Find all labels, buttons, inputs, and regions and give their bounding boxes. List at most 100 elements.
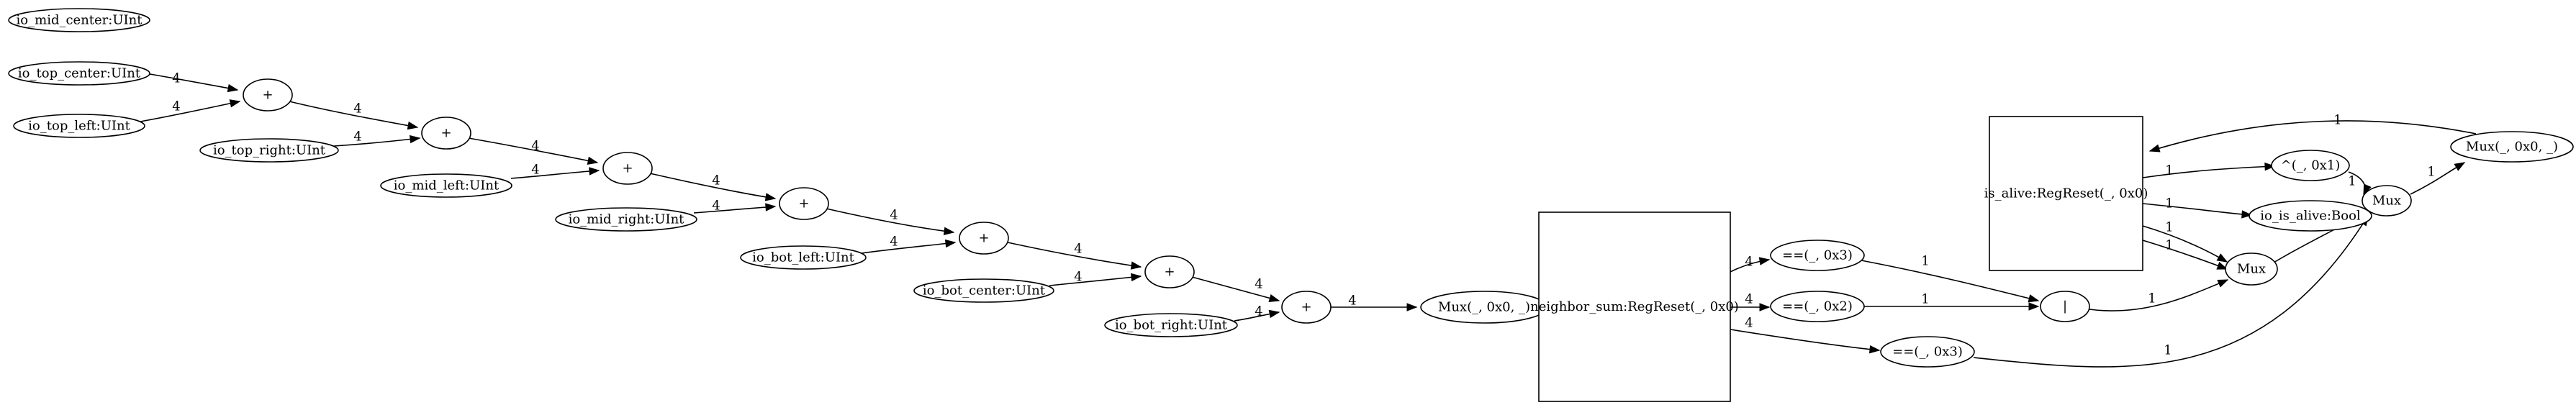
node-mux-a: Mux [2362, 185, 2412, 217]
node-add5: + [959, 222, 1009, 255]
edge-line [289, 101, 418, 128]
edge-line [468, 137, 598, 163]
node-label: io_top_center:UInt [18, 66, 141, 81]
arrowhead [2028, 302, 2040, 311]
node-add2: + [421, 117, 471, 150]
arrowhead [1268, 293, 1280, 302]
edge-label: 4 [712, 173, 720, 188]
node-io-top-right: io_top_right:UInt [199, 138, 339, 163]
arrowhead [587, 156, 599, 165]
edge-is-alive-to-io-is-alive: 1 [2142, 196, 2253, 219]
edge-line [693, 206, 776, 214]
arrowhead [943, 227, 955, 235]
edge-label: 4 [890, 235, 898, 250]
edge-line [826, 208, 954, 233]
node-label: io_mid_right:UInt [569, 212, 685, 227]
node-label: + [440, 126, 451, 141]
node-xor: ^(_, 0x1) [2271, 150, 2350, 181]
edge-label: 1 [2165, 220, 2173, 235]
node-shape [8, 61, 150, 86]
arrowhead [1406, 303, 1418, 311]
edge-add7-to-mux-sum: 4 [1331, 293, 1418, 311]
node-add3: + [602, 152, 653, 185]
node-neighbor-sum: neighbor_sum:RegReset(_, 0x0) [1530, 211, 1739, 402]
node-label: is_alive:RegReset(_, 0x0) [1984, 186, 2148, 201]
node-io-bot-right: io_bot_right:UInt [1104, 313, 1238, 337]
edge-eq2-to-or: 1 [1864, 292, 2040, 311]
edge-label: 4 [712, 199, 720, 214]
arrowhead [2216, 261, 2228, 270]
edge-line [333, 137, 420, 147]
node-label: + [622, 161, 633, 176]
node-shape [243, 78, 293, 112]
node-shape [2249, 200, 2372, 232]
edge-label: 1 [2164, 343, 2171, 358]
node-shape [2040, 291, 2090, 322]
node-shape [13, 114, 145, 138]
node-label: ==(_, 0x3) [1892, 345, 1963, 360]
arrowhead [2148, 144, 2161, 153]
edge-is-alive-to-mux-b: 1 [2142, 238, 2228, 270]
node-eq3-bot: ==(_, 0x3) [1880, 336, 1975, 368]
edge-label: 4 [172, 71, 180, 86]
edge-label: 4 [1745, 316, 1753, 331]
edge-label: 1 [2165, 163, 2173, 178]
node-shape [380, 173, 512, 198]
edge-add3-to-add4: 4 [649, 173, 777, 201]
edge-line [2149, 120, 2477, 152]
node-shape [2450, 131, 2574, 163]
edge-line [861, 242, 956, 254]
edge-label: 4 [353, 129, 361, 145]
edge-io-top-center-to-add1: 4 [149, 71, 239, 93]
node-label: ==(_, 0x2) [1782, 299, 1853, 314]
edge-line [1861, 260, 2039, 301]
edge-io-top-right-to-add2: 4 [333, 129, 421, 147]
node-shape [959, 222, 1009, 255]
edge-label: 1 [1921, 254, 1929, 269]
edge-line [2142, 203, 2252, 216]
edge-line [1191, 276, 1280, 301]
edge-is-alive-to-mux-b: 1 [2142, 220, 2228, 263]
node-shape [1104, 313, 1238, 337]
edge-add1-to-add2: 4 [289, 101, 419, 130]
node-label: + [262, 88, 273, 103]
edge-io-mid-left-to-add3: 4 [510, 163, 600, 179]
edge-or-to-mux-b: 1 [2089, 279, 2229, 311]
edge-io-mid-right-to-add4: 4 [693, 199, 777, 214]
node-label: ^(_, 0x1) [2281, 158, 2341, 173]
node-label: + [798, 196, 809, 211]
edge-eq3-top-to-or: 1 [1861, 254, 2040, 303]
node-label: io_bot_center:UInt [923, 283, 1046, 299]
node-io-mid-center: io_mid_center:UInt [8, 8, 150, 32]
node-label: Mux [2237, 262, 2266, 277]
edge-label: 4 [353, 101, 361, 117]
arrowhead [2216, 253, 2228, 263]
edge-label: 4 [1745, 255, 1753, 270]
edge-label: 4 [1255, 277, 1262, 292]
node-shape [1144, 255, 1195, 288]
node-label: io_is_alive:Bool [2260, 209, 2361, 224]
node-io-mid-right: io_mid_right:UInt [555, 207, 697, 232]
node-eq2: ==(_, 0x2) [1770, 291, 1865, 322]
node-shape [2225, 252, 2278, 286]
node-label: Mux(_, 0x0, _) [2466, 140, 2558, 155]
node-label: io_bot_left:UInt [752, 250, 854, 265]
edge-label: 4 [531, 163, 539, 178]
node-add1: + [243, 78, 293, 112]
edge-io-bot-center-to-add6: 4 [1049, 270, 1142, 286]
node-shape [421, 117, 471, 150]
node-io-top-left: io_top_left:UInt [13, 114, 145, 138]
node-eq3-top: ==(_, 0x3) [1770, 240, 1865, 271]
edge-label: 4 [1074, 242, 1082, 257]
node-shape [602, 152, 653, 185]
edge-line [1007, 242, 1142, 268]
edges-layer: 4444444444444444444111111111111 [140, 71, 2477, 368]
node-io-mid-left: io_mid_left:UInt [380, 173, 512, 198]
edge-add2-to-add3: 4 [468, 137, 599, 165]
node-label: + [978, 231, 989, 246]
arrowhead [589, 167, 600, 176]
arrowhead [1868, 345, 1881, 354]
node-label: Mux [2372, 194, 2401, 209]
arrowhead [1268, 309, 1280, 319]
node-label: io_top_left:UInt [28, 119, 130, 134]
